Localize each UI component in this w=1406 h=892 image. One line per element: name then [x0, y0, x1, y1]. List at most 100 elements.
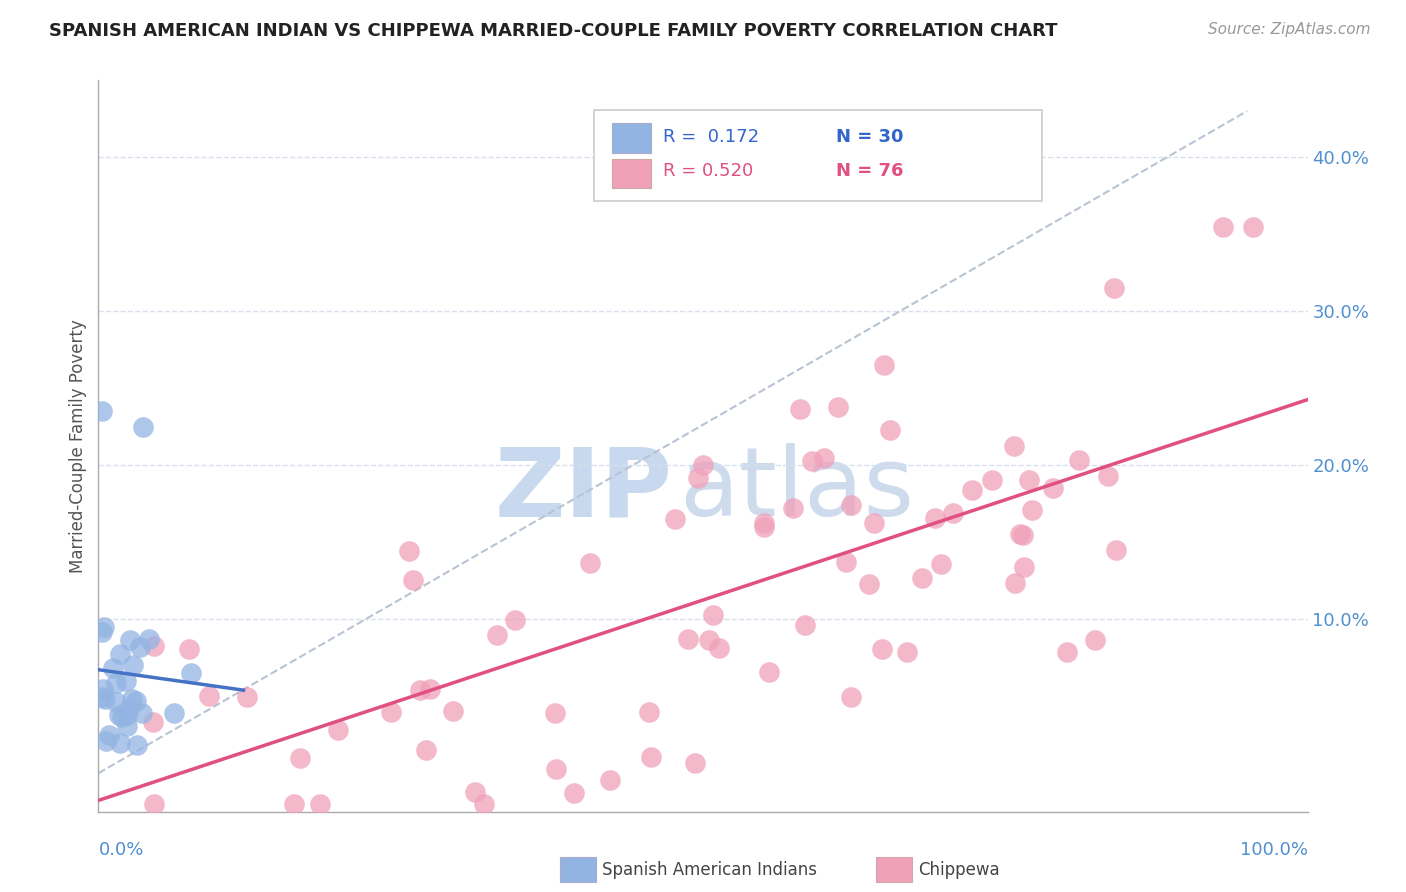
Point — [1012, 560, 1035, 574]
Point — [676, 632, 699, 647]
Point — [1056, 645, 1078, 659]
Point — [115, 708, 138, 723]
Point — [924, 511, 946, 525]
Point — [93, 620, 115, 634]
Point — [692, 458, 714, 473]
Point — [180, 666, 202, 681]
Point — [104, 676, 127, 690]
Text: SPANISH AMERICAN INDIAN VS CHIPPEWA MARRIED-COUPLE FAMILY POVERTY CORRELATION CH: SPANISH AMERICAN INDIAN VS CHIPPEWA MARR… — [49, 22, 1057, 40]
Y-axis label: Married-Couple Family Poverty: Married-Couple Family Poverty — [69, 319, 87, 573]
Point — [839, 690, 862, 704]
Point — [118, 702, 141, 716]
Point — [142, 714, 165, 729]
Text: atlas: atlas — [679, 443, 914, 536]
Point — [543, 706, 565, 720]
Point — [862, 516, 884, 530]
Point — [1069, 453, 1091, 467]
Point — [1002, 439, 1025, 453]
Point — [117, 719, 139, 733]
Point — [91, 682, 114, 697]
Point — [179, 642, 201, 657]
Point — [91, 690, 114, 705]
Point — [108, 647, 131, 661]
Text: ZIP: ZIP — [495, 443, 672, 536]
Point — [1097, 469, 1119, 483]
Point — [758, 665, 780, 680]
Point — [138, 632, 160, 646]
Point — [980, 473, 1002, 487]
Point — [929, 557, 952, 571]
Point — [129, 640, 152, 655]
FancyBboxPatch shape — [613, 159, 651, 188]
Point — [911, 571, 934, 585]
Point — [288, 751, 311, 765]
Point — [419, 681, 441, 696]
Point — [873, 358, 896, 372]
Point — [1105, 542, 1128, 557]
Point — [121, 692, 143, 706]
Point — [801, 454, 824, 468]
Point — [1008, 526, 1031, 541]
Text: 0.0%: 0.0% — [98, 841, 143, 859]
Point — [398, 543, 420, 558]
Point — [1042, 481, 1064, 495]
Point — [683, 756, 706, 771]
Point — [813, 450, 835, 465]
Point — [464, 785, 486, 799]
Point — [105, 695, 128, 709]
Point — [97, 728, 120, 742]
Point — [91, 404, 114, 418]
Point — [380, 705, 402, 719]
Point — [599, 772, 621, 787]
Point — [485, 628, 508, 642]
Point — [1212, 219, 1234, 234]
Point — [879, 423, 901, 437]
Point — [960, 483, 983, 498]
Point — [640, 750, 662, 764]
Point — [402, 573, 425, 587]
Point — [827, 401, 849, 415]
Point — [101, 661, 124, 675]
Point — [1241, 219, 1264, 234]
Point — [1102, 281, 1125, 295]
Point — [835, 555, 858, 569]
Point — [707, 640, 730, 655]
Point — [794, 617, 817, 632]
Text: N = 30: N = 30 — [837, 128, 904, 146]
Point — [94, 692, 117, 706]
Point — [108, 736, 131, 750]
Point — [111, 710, 134, 724]
Point — [131, 706, 153, 721]
Point — [94, 733, 117, 747]
Point — [309, 797, 332, 811]
Point — [115, 674, 138, 689]
Point — [870, 642, 893, 657]
Point — [1018, 473, 1040, 487]
Text: R =  0.172: R = 0.172 — [664, 128, 759, 146]
Point — [699, 632, 721, 647]
FancyBboxPatch shape — [613, 123, 651, 153]
Point — [702, 607, 724, 622]
FancyBboxPatch shape — [595, 110, 1042, 201]
Point — [132, 419, 155, 434]
Point — [415, 743, 437, 757]
Text: 100.0%: 100.0% — [1240, 841, 1308, 859]
Point — [283, 797, 305, 811]
Point — [858, 576, 880, 591]
Point — [198, 690, 221, 704]
Point — [638, 705, 661, 719]
Point — [839, 498, 862, 512]
Text: Spanish American Indians: Spanish American Indians — [602, 861, 817, 879]
Point — [122, 657, 145, 672]
Point — [782, 501, 804, 516]
Point — [1084, 633, 1107, 648]
Point — [127, 738, 149, 752]
Point — [789, 401, 811, 416]
Text: Chippewa: Chippewa — [918, 861, 1000, 879]
Point — [1004, 576, 1026, 591]
Point — [91, 624, 114, 639]
Point — [125, 693, 148, 707]
Point — [562, 786, 585, 800]
Point — [472, 797, 495, 811]
Point — [441, 704, 464, 718]
